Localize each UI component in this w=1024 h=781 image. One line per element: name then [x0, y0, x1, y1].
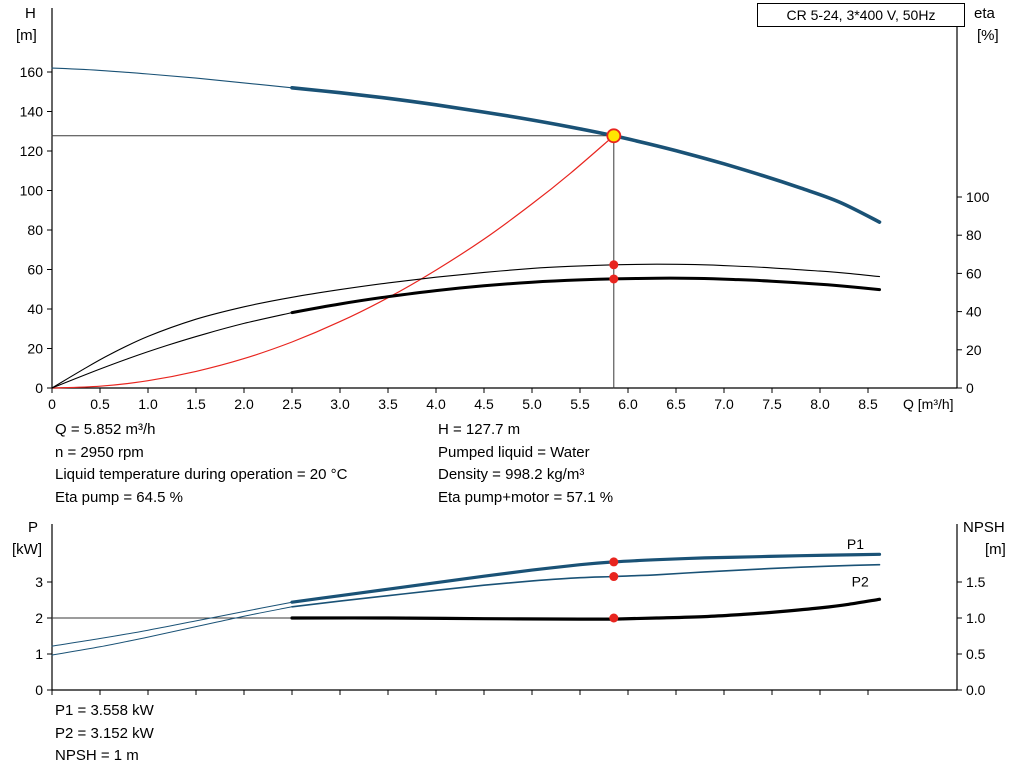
svg-text:5.0: 5.0 — [522, 396, 542, 412]
p1-curve-label: P1 — [847, 536, 864, 552]
svg-text:0: 0 — [35, 380, 43, 396]
readout-npsh: NPSH = 1 m — [55, 747, 139, 765]
power-npsh-chart: 0 1 2 3 0.0 0.5 1.0 1.5 P1 P2 — [35, 524, 986, 698]
svg-text:2: 2 — [35, 610, 43, 626]
svg-text:40: 40 — [966, 304, 982, 320]
svg-text:140: 140 — [20, 104, 44, 120]
readout-head: H = 127.7 m — [438, 421, 521, 438]
readout-speed: n = 2950 rpm — [55, 443, 144, 461]
svg-text:3.5: 3.5 — [378, 396, 398, 412]
top-readout-left: Q = 5.852 m³/h n = 2950 rpm Liquid tempe… — [55, 419, 347, 509]
bottom-left-axis-letter: P — [28, 519, 39, 536]
top-right-axis-unit: [%] — [977, 27, 999, 44]
eta-pump-motor-curve — [290, 276, 881, 315]
svg-text:0: 0 — [48, 396, 56, 412]
p2-curve — [291, 563, 881, 608]
svg-text:7.5: 7.5 — [762, 396, 782, 412]
top-readout-right: H = 127.7 m Pumped liquid = Water Densit… — [438, 419, 613, 509]
top-left-axis-unit: [m] — [16, 27, 37, 44]
svg-text:0.5: 0.5 — [966, 646, 986, 662]
svg-text:80: 80 — [966, 227, 982, 243]
svg-text:80: 80 — [27, 222, 43, 238]
svg-text:2.0: 2.0 — [234, 396, 254, 412]
readout-temperature: Liquid temperature during operation = 20… — [55, 466, 348, 484]
svg-text:0.5: 0.5 — [90, 396, 110, 412]
head-curve — [290, 86, 882, 224]
qh-eta-chart: 0 0.5 1.0 1.5 2.0 2.5 3.0 3.5 4.0 4.5 5.0 5.5 6.0 6.5… — [20, 8, 990, 412]
svg-text:20: 20 — [966, 342, 982, 358]
svg-text:1.5: 1.5 — [186, 396, 206, 412]
svg-text:100: 100 — [966, 189, 990, 205]
svg-text:6.5: 6.5 — [666, 396, 686, 412]
svg-text:8.0: 8.0 — [810, 396, 830, 412]
readout-liquid: Pumped liquid = Water — [438, 443, 590, 461]
readout-density: Density = 998.2 kg/m³ — [438, 466, 585, 484]
p2-curve-label: P2 — [852, 574, 869, 590]
readout-eta-pump: Eta pump = 64.5 % — [55, 488, 183, 506]
svg-text:1.0: 1.0 — [138, 396, 158, 412]
svg-text:3: 3 — [35, 574, 43, 590]
eta-pump-motor-extension — [51, 312, 293, 389]
system-curve — [51, 135, 615, 389]
svg-text:40: 40 — [27, 301, 43, 317]
p1-curve — [290, 552, 882, 604]
svg-text:1.5: 1.5 — [966, 574, 986, 590]
svg-text:1.0: 1.0 — [966, 610, 986, 626]
eta-pump-dot — [609, 260, 619, 270]
svg-text:0: 0 — [966, 380, 974, 396]
svg-text:3.0: 3.0 — [330, 396, 350, 412]
bottom-left-axis-unit: [kW] — [12, 541, 42, 558]
readout-p1: P1 = 3.558 kW — [55, 702, 154, 719]
svg-text:Q [m³/h]: Q [m³/h] — [903, 396, 954, 412]
p1-dot — [609, 557, 619, 567]
svg-text:0: 0 — [35, 682, 43, 698]
svg-text:60: 60 — [966, 265, 982, 281]
npsh-dot — [609, 613, 619, 623]
svg-text:6.0: 6.0 — [618, 396, 638, 412]
bottom-readout: P1 = 3.558 kW P2 = 3.152 kW NPSH = 1 m — [55, 700, 154, 768]
readout-p2: P2 = 3.152 kW — [55, 724, 154, 742]
top-left-axis-letter: H — [25, 5, 36, 22]
svg-text:1: 1 — [35, 646, 43, 662]
eta-pump-motor-dot — [609, 274, 619, 284]
svg-text:20: 20 — [27, 341, 43, 357]
pump-title-box: CR 5-24, 3*400 V, 50Hz — [757, 3, 965, 27]
svg-text:7.0: 7.0 — [714, 396, 734, 412]
svg-text:60: 60 — [27, 262, 43, 278]
top-right-axis-letter: eta — [974, 5, 995, 22]
duty-point — [606, 128, 622, 144]
svg-text:0.0: 0.0 — [966, 682, 986, 698]
p2-curve-extension — [51, 606, 293, 656]
svg-text:120: 120 — [20, 143, 44, 159]
svg-text:2.5: 2.5 — [282, 396, 302, 412]
svg-text:5.5: 5.5 — [570, 396, 590, 412]
svg-text:160: 160 — [20, 64, 44, 80]
readout-flow: Q = 5.852 m³/h — [55, 421, 156, 438]
eta-pump-curve — [51, 263, 881, 389]
bottom-right-axis-unit: [m] — [985, 541, 1006, 558]
npsh-curve — [290, 597, 882, 621]
svg-text:4.0: 4.0 — [426, 396, 446, 412]
p2-dot — [609, 572, 619, 582]
svg-text:8.5: 8.5 — [858, 396, 878, 412]
head-curve-extension — [51, 67, 293, 89]
svg-text:100: 100 — [20, 183, 44, 199]
p1-curve-extension — [51, 601, 293, 647]
bottom-right-axis-letter: NPSH — [963, 519, 1005, 536]
svg-text:4.5: 4.5 — [474, 396, 494, 412]
readout-eta-pump-motor: Eta pump+motor = 57.1 % — [438, 488, 614, 506]
